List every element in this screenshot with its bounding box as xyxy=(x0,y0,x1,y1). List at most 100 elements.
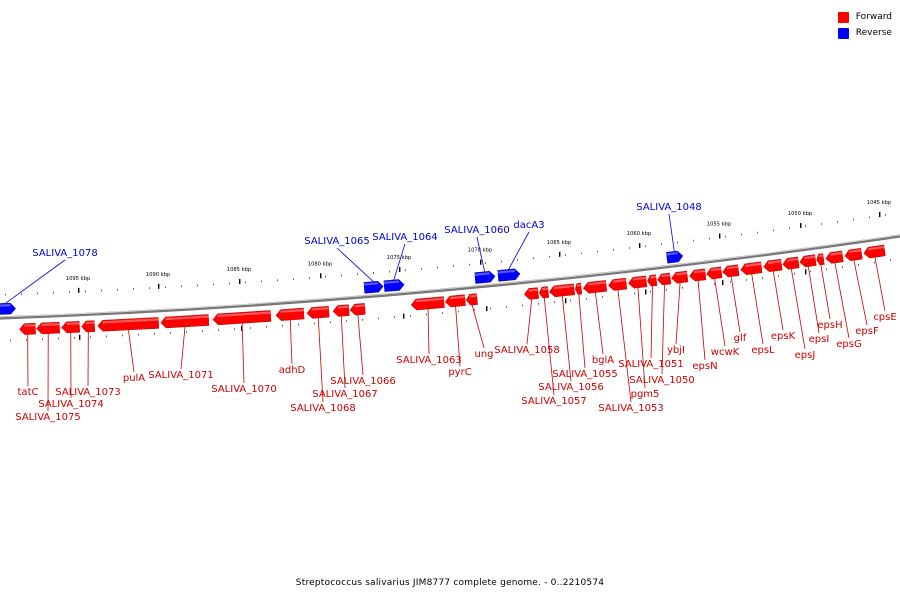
gene-feature[interactable] xyxy=(666,250,684,264)
forward-gene-arrow[interactable] xyxy=(799,254,817,268)
gene-feature[interactable] xyxy=(212,310,272,326)
gene-label[interactable]: adhD xyxy=(279,365,306,376)
gene-label[interactable]: dacA3 xyxy=(513,220,544,231)
gene-label[interactable]: epsJ xyxy=(795,350,816,361)
gene-label[interactable]: SALIVA_1075 xyxy=(15,412,80,423)
reverse-gene-arrow[interactable] xyxy=(474,271,496,284)
forward-gene-arrow[interactable] xyxy=(706,266,723,280)
forward-gene-arrow[interactable] xyxy=(816,253,825,266)
forward-gene-arrow[interactable] xyxy=(825,250,844,264)
gene-label[interactable]: SALIVA_1050 xyxy=(629,375,694,386)
gene-label[interactable]: ybjI xyxy=(667,345,685,356)
gene-feature[interactable] xyxy=(816,253,825,266)
forward-gene-arrow[interactable] xyxy=(782,256,800,270)
forward-gene-arrow[interactable] xyxy=(657,272,672,286)
reverse-gene-arrow[interactable] xyxy=(666,250,684,264)
forward-gene-arrow[interactable] xyxy=(583,280,608,294)
gene-feature[interactable] xyxy=(799,254,817,268)
forward-gene-arrow[interactable] xyxy=(863,244,886,259)
gene-feature[interactable] xyxy=(628,275,648,289)
gene-label[interactable]: SALIVA_1074 xyxy=(38,399,103,410)
forward-gene-arrow[interactable] xyxy=(275,307,305,321)
gene-feature[interactable] xyxy=(61,321,80,334)
gene-feature[interactable] xyxy=(363,281,384,294)
gene-feature[interactable] xyxy=(349,303,366,316)
forward-gene-arrow[interactable] xyxy=(81,320,96,333)
gene-label[interactable]: SALIVA_1057 xyxy=(521,396,586,407)
forward-gene-arrow[interactable] xyxy=(19,322,36,335)
gene-feature[interactable] xyxy=(763,258,783,272)
forward-gene-arrow[interactable] xyxy=(671,270,689,284)
gene-feature[interactable] xyxy=(474,271,496,284)
gene-feature[interactable] xyxy=(81,320,96,333)
gene-feature[interactable] xyxy=(671,270,689,284)
gene-label[interactable]: SALIVA_1053 xyxy=(598,403,663,414)
forward-gene-arrow[interactable] xyxy=(539,286,549,299)
gene-label[interactable]: SALIVA_1063 xyxy=(396,355,461,366)
gene-feature[interactable] xyxy=(689,268,707,282)
gene-label[interactable]: SALIVA_1068 xyxy=(290,403,355,414)
forward-gene-arrow[interactable] xyxy=(332,304,350,317)
gene-feature[interactable] xyxy=(306,305,330,319)
forward-gene-arrow[interactable] xyxy=(444,294,466,308)
gene-feature[interactable] xyxy=(844,247,863,261)
gene-label[interactable]: epsN xyxy=(692,361,717,372)
gene-label[interactable]: epsK xyxy=(771,331,796,342)
gene-label[interactable]: SALIVA_1055 xyxy=(552,369,617,380)
gene-feature[interactable] xyxy=(36,321,60,335)
gene-label[interactable]: epsG xyxy=(836,339,861,350)
reverse-gene-arrow[interactable] xyxy=(363,281,384,294)
gene-feature[interactable] xyxy=(863,244,886,259)
gene-label[interactable]: tatC xyxy=(18,387,39,398)
forward-gene-arrow[interactable] xyxy=(465,293,478,306)
gene-feature[interactable] xyxy=(332,304,350,317)
forward-gene-arrow[interactable] xyxy=(722,264,740,278)
gene-feature[interactable] xyxy=(722,264,740,278)
gene-label[interactable]: SALIVA_1058 xyxy=(494,345,559,356)
gene-label[interactable]: epsF xyxy=(855,326,879,337)
gene-feature[interactable] xyxy=(657,272,672,286)
forward-gene-arrow[interactable] xyxy=(61,321,80,334)
forward-gene-arrow[interactable] xyxy=(349,303,366,316)
forward-gene-arrow[interactable] xyxy=(523,287,539,300)
gene-label[interactable]: wcwK xyxy=(711,347,740,358)
forward-gene-arrow[interactable] xyxy=(647,274,658,287)
gene-feature[interactable] xyxy=(825,250,844,264)
gene-feature[interactable] xyxy=(410,296,445,311)
forward-gene-arrow[interactable] xyxy=(844,247,863,261)
gene-feature[interactable] xyxy=(608,277,628,291)
gene-label[interactable]: glf xyxy=(734,333,747,344)
gene-label[interactable]: SALIVA_1078 xyxy=(32,248,97,259)
forward-gene-arrow[interactable] xyxy=(689,268,707,282)
gene-label[interactable]: SALIVA_1048 xyxy=(636,202,701,213)
gene-feature[interactable] xyxy=(383,279,405,292)
gene-feature[interactable] xyxy=(97,317,160,332)
forward-gene-arrow[interactable] xyxy=(549,283,575,298)
forward-gene-arrow[interactable] xyxy=(212,310,272,326)
forward-gene-arrow[interactable] xyxy=(306,305,330,319)
gene-label[interactable]: SALIVA_1067 xyxy=(312,389,377,400)
gene-label[interactable]: SALIVA_1066 xyxy=(330,376,395,387)
forward-gene-arrow[interactable] xyxy=(608,277,628,291)
gene-feature[interactable] xyxy=(523,287,539,300)
gene-label[interactable]: SALIVA_1056 xyxy=(538,382,603,393)
gene-label[interactable]: SALIVA_1071 xyxy=(148,370,213,381)
gene-feature[interactable] xyxy=(160,314,210,329)
gene-label[interactable]: SALIVA_1064 xyxy=(372,232,437,243)
gene-label[interactable]: bglA xyxy=(592,355,614,366)
gene-label[interactable]: SALIVA_1060 xyxy=(444,225,509,236)
gene-feature[interactable] xyxy=(465,293,478,306)
forward-gene-arrow[interactable] xyxy=(740,261,763,276)
gene-label[interactable]: epsI xyxy=(809,334,830,345)
forward-gene-arrow[interactable] xyxy=(763,258,783,272)
forward-gene-arrow[interactable] xyxy=(160,314,210,329)
gene-feature[interactable] xyxy=(444,294,466,308)
gene-label[interactable]: SALIVA_1051 xyxy=(618,359,683,370)
gene-feature[interactable] xyxy=(575,282,583,295)
gene-label[interactable]: pulA xyxy=(123,373,145,384)
gene-feature[interactable] xyxy=(706,266,723,280)
gene-label[interactable]: ung xyxy=(474,349,493,360)
gene-feature[interactable] xyxy=(647,274,658,287)
forward-gene-arrow[interactable] xyxy=(628,275,648,289)
gene-label[interactable]: pyrC xyxy=(448,367,471,378)
